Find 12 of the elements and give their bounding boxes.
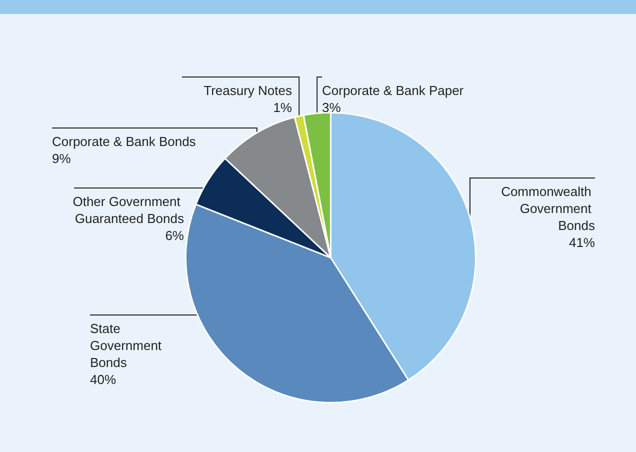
data-label: 3% [322, 100, 342, 115]
data-label: 9% [52, 151, 72, 166]
data-label: 41% [568, 235, 596, 250]
slice-label: Other Government Guaranteed Bonds [72, 194, 184, 226]
slice-label: Commonwealth Government Bonds [501, 184, 596, 233]
slice-label: Corporate & Bank Bonds [52, 134, 196, 149]
data-label: 6% [165, 228, 184, 243]
slice-label: Treasury Notes [204, 83, 292, 98]
data-label: 40% [90, 372, 116, 387]
data-label: 1% [273, 100, 292, 115]
slice-label: State Government Bonds [90, 321, 166, 370]
slice-label: Corporate & Bank Paper [322, 83, 464, 98]
